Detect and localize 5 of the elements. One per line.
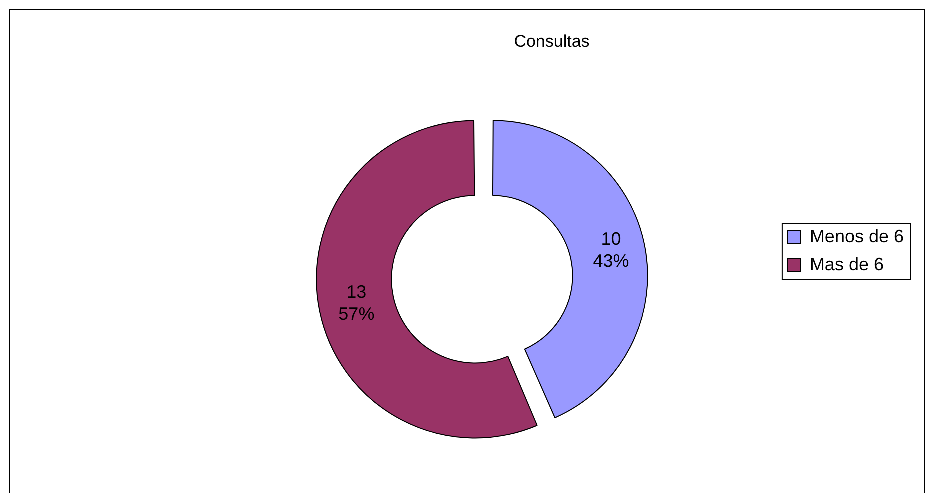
legend-label: Mas de 6	[810, 254, 884, 274]
chart-title: Consultas	[514, 32, 590, 51]
data-label: 10 43%	[593, 229, 630, 272]
data-label: 13 57%	[338, 282, 375, 324]
legend-label: Menos de 6	[810, 226, 904, 246]
